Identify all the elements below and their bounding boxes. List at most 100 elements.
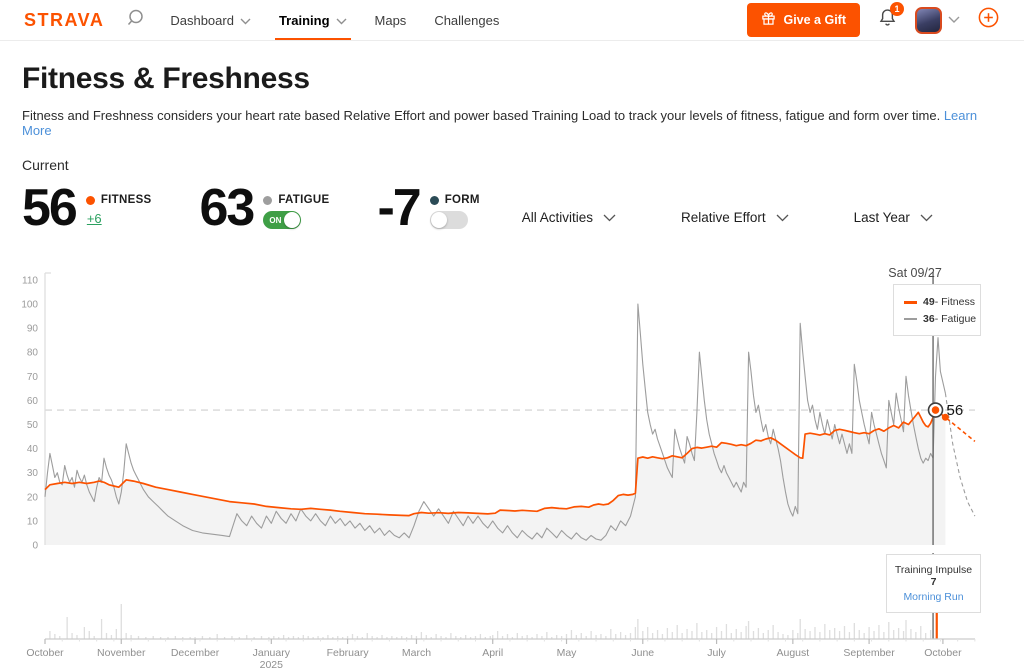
impulse-bar (361, 637, 363, 640)
impulse-bar (366, 633, 368, 640)
impulse-bar (268, 637, 270, 640)
y-tick-label: 110 (22, 276, 38, 287)
nav-item-challenges[interactable]: Challenges (434, 12, 500, 28)
impulse-bar (814, 627, 816, 640)
impulse-bar (273, 636, 275, 640)
fatigue-line-swatch (904, 317, 917, 321)
chevron-down-icon (948, 11, 960, 29)
impulse-bar (105, 633, 108, 640)
form-toggle[interactable] (429, 211, 468, 229)
impulse-bar (66, 617, 68, 640)
notification-badge: 1 (890, 2, 904, 16)
impulse-bar (435, 634, 437, 640)
impulse-bar (460, 637, 462, 640)
chart-canvas[interactable]: 0 10 20 30 40 50 60 70 80 90 100 110 Sat 09/27 56 Octo… (0, 257, 1024, 669)
plus-circle-icon (977, 6, 1000, 34)
nav-item-dashboard[interactable]: Dashboard (156, 0, 265, 40)
impulse-bar (410, 635, 413, 640)
fatigue-projection-line (944, 393, 976, 517)
impulse-bar (130, 635, 132, 640)
impulse-bar (391, 636, 393, 640)
x-month-label: March (402, 647, 431, 659)
impulse-bar (720, 631, 723, 640)
impulse-bar (883, 632, 885, 640)
metric-dropdown[interactable]: Relative Effort (681, 210, 789, 225)
x-month-label: February (327, 647, 370, 659)
page-description: Fitness and Freshness considers your hea… (22, 108, 978, 138)
impulse-bar (671, 632, 673, 640)
form-value: -7 (377, 179, 421, 237)
chevron-down-icon (603, 210, 616, 225)
activity-link[interactable]: Morning Run (903, 591, 964, 604)
impulse-bar (445, 637, 447, 640)
form-dot-icon (429, 195, 439, 205)
activity-type-dropdown[interactable]: All Activities (522, 210, 616, 225)
nav-item-maps[interactable]: Maps (374, 12, 407, 28)
impulse-bar (282, 635, 285, 640)
impulse-bar (506, 634, 509, 640)
fatigue-toggle[interactable]: ON (263, 211, 302, 229)
impulse-bar (565, 634, 568, 640)
impulse-bar (125, 633, 127, 640)
learn-more-link[interactable]: Learn More (22, 108, 978, 138)
x-month-label: November (97, 647, 146, 659)
impulse-bar (863, 633, 865, 640)
profile-menu[interactable] (915, 6, 960, 34)
impulse-bar (307, 636, 309, 640)
chart-filters: All Activities Relative Effort Last Year (522, 184, 933, 225)
impulse-bar (570, 630, 573, 640)
impulse-bar (430, 637, 432, 640)
impulse-bar (346, 636, 349, 640)
add-activity-button[interactable] (977, 6, 1000, 34)
impulse-bar (711, 633, 713, 640)
chart-hover-legend: 49 - Fitness 36 - Fatigue (893, 284, 981, 336)
fitness-freshness-chart[interactable]: 0 10 20 30 40 50 60 70 80 90 100 110 Sat 09/27 56 Octo… (0, 257, 1024, 669)
impulse-bar (332, 637, 334, 640)
x-year-label: 2025 (260, 659, 284, 669)
current-point-dot (931, 406, 940, 415)
impulse-bar (897, 628, 900, 640)
fitness-delta[interactable]: +6 (86, 211, 102, 226)
impulse-bar (110, 635, 113, 640)
cursor-date-label: Sat 09/27 (888, 266, 942, 280)
impulse-bar (848, 632, 851, 640)
impulse-bar (415, 636, 418, 640)
impulse-bar (182, 637, 184, 640)
notifications-button[interactable]: 1 (877, 2, 904, 33)
impulse-bar (624, 635, 627, 640)
impulse-bar (676, 625, 678, 640)
impulse-bar (929, 630, 932, 640)
search-button[interactable] (124, 7, 146, 34)
stat-fatigue: 63 FATIGUE ON (199, 179, 330, 237)
current-point-value: 56 (947, 402, 964, 419)
impulse-bar (843, 626, 846, 640)
impulse-bar (287, 637, 290, 640)
impulse-bar (253, 637, 255, 640)
y-tick-label: 20 (27, 493, 39, 504)
nav-item-training[interactable]: Training (265, 0, 361, 40)
impulse-bar (915, 632, 917, 640)
impulse-bar (71, 633, 73, 640)
y-tick-label: 90 (27, 324, 39, 335)
impulse-bar (762, 633, 764, 640)
impulse-bar (666, 628, 669, 640)
impulse-bar (730, 633, 732, 640)
impulse-bar (546, 632, 548, 640)
impulse-bar (59, 636, 61, 640)
x-month-label: September (843, 647, 895, 659)
y-tick-label: 10 (27, 517, 39, 528)
y-tick-label: 80 (27, 348, 39, 359)
impulse-bar (787, 635, 789, 640)
impulse-bar (521, 636, 523, 640)
impulse-bar (297, 637, 300, 640)
impulse-bar (484, 637, 486, 640)
impulse-bar (152, 636, 154, 640)
impulse-bar (312, 637, 314, 640)
timerange-dropdown[interactable]: Last Year (854, 210, 933, 225)
give-gift-button[interactable]: Give a Gift (747, 3, 860, 37)
strava-logo[interactable]: STRAVA (24, 9, 105, 30)
impulse-bar (619, 632, 622, 640)
impulse-bar (575, 635, 578, 640)
impulse-bar (54, 634, 56, 640)
impulse-bar (656, 630, 659, 640)
